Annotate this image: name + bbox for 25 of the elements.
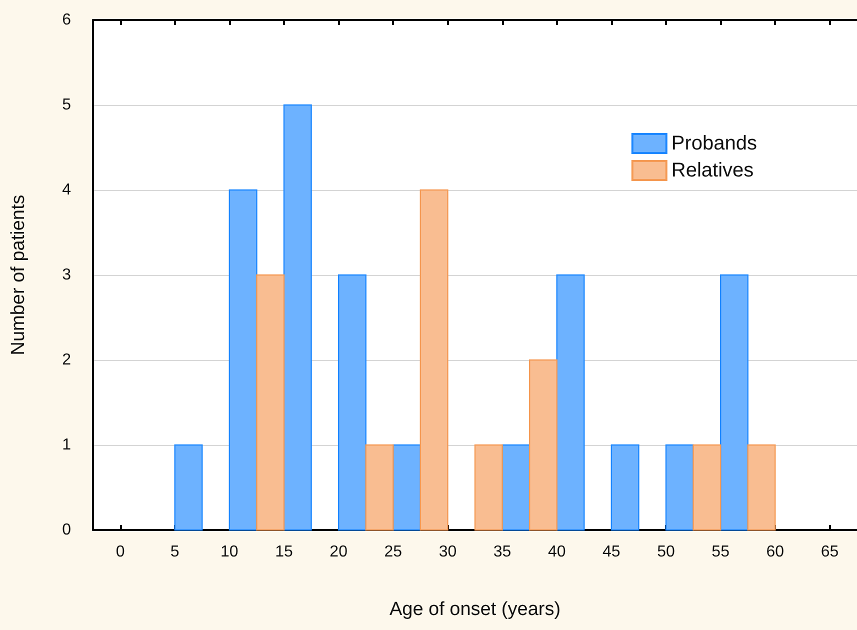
x-tick-label: 0 [116,544,125,560]
legend-label: Probands [671,132,758,154]
y-tick-label: 5 [62,96,72,114]
legend-label: Relatives [671,160,754,182]
x-tick-label: 50 [657,544,675,560]
x-tick-label: 20 [330,544,348,560]
x-tick-label: 25 [384,544,402,560]
x-tick-label: 30 [438,544,457,560]
x-tick-label: 5 [170,544,180,560]
x-tick-label: 40 [548,544,566,560]
y-tick-label: 0 [62,522,72,538]
x-tick-label: 45 [602,544,620,560]
y-tick-label: 6 [62,12,72,28]
y-tick-label: 4 [62,182,72,198]
x-tick-label: 10 [220,544,238,560]
y-tick-label: 1 [62,436,72,454]
x-tick-label: 60 [766,544,784,560]
x-axis-title: Age of onset (years) [389,599,561,620]
y-axis-title: Number of patients [8,194,29,356]
x-tick-label: 35 [493,544,512,560]
y-tick-label: 2 [62,352,72,368]
x-tick-label: 15 [275,544,293,560]
x-tick-label: 65 [820,544,839,560]
y-tick-label: 3 [62,266,72,284]
x-tick-label: 55 [712,544,730,560]
